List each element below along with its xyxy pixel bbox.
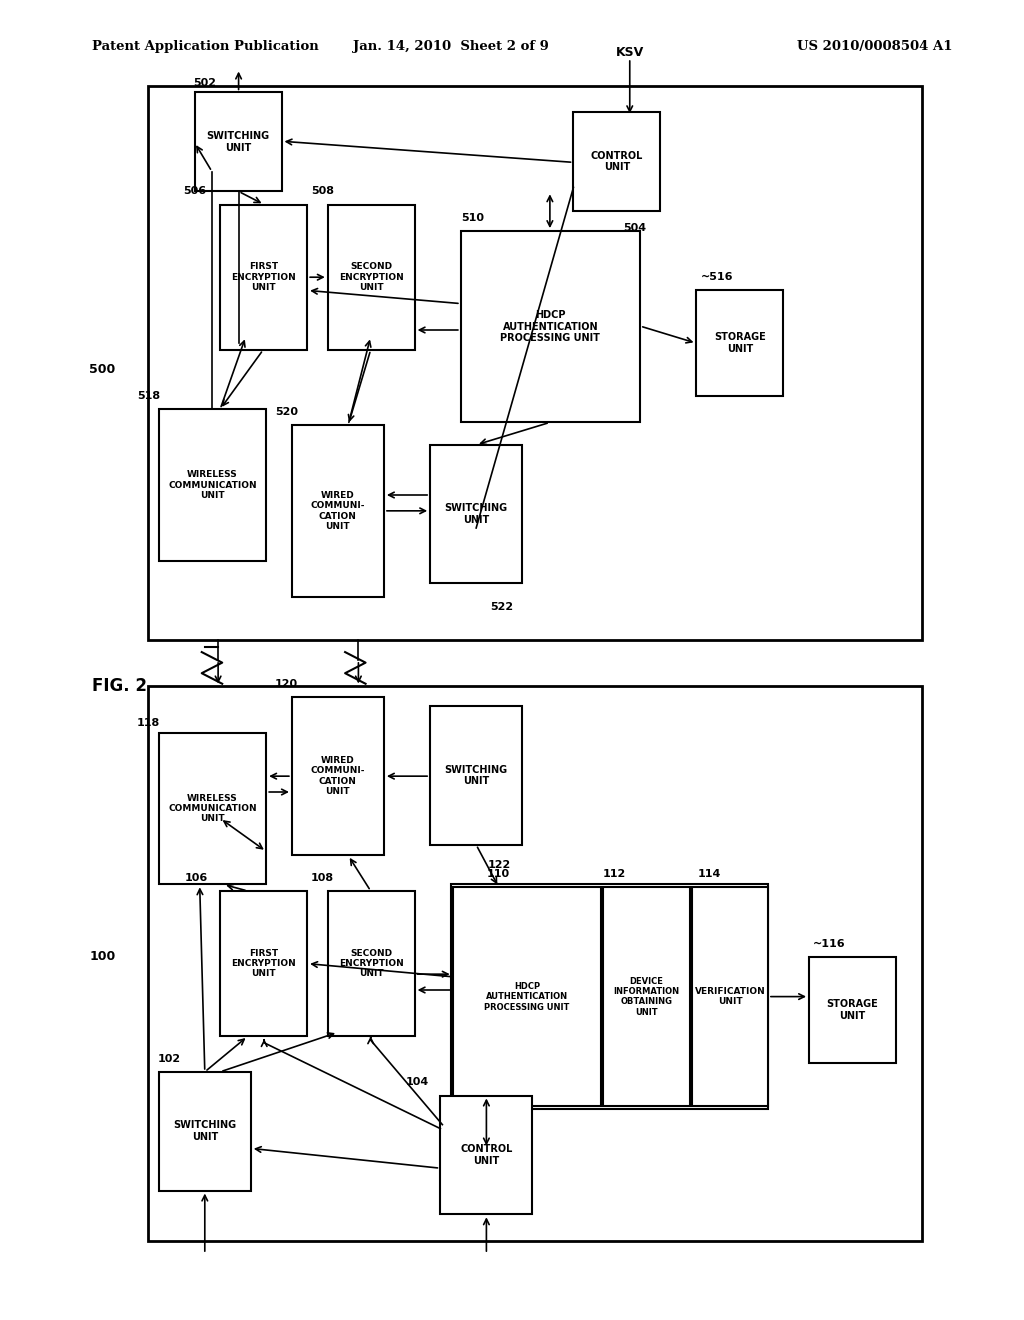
Text: 108: 108 <box>311 873 334 883</box>
Text: 110: 110 <box>487 869 510 879</box>
Text: DEVICE
INFORMATION
OBTAINING
UNIT: DEVICE INFORMATION OBTAINING UNIT <box>613 977 680 1016</box>
FancyBboxPatch shape <box>292 697 384 855</box>
Text: US 2010/0008504 A1: US 2010/0008504 A1 <box>797 40 952 53</box>
Text: HDCP
AUTHENTICATION
PROCESSING UNIT: HDCP AUTHENTICATION PROCESSING UNIT <box>484 982 569 1011</box>
Text: FIRST
ENCRYPTION
UNIT: FIRST ENCRYPTION UNIT <box>231 263 296 292</box>
FancyBboxPatch shape <box>148 686 922 1241</box>
Text: WIRELESS
COMMUNICATION
UNIT: WIRELESS COMMUNICATION UNIT <box>168 470 257 500</box>
FancyBboxPatch shape <box>220 205 307 350</box>
Text: 106: 106 <box>185 873 208 883</box>
Text: WIRED
COMMUNI-
CATION
UNIT: WIRED COMMUNI- CATION UNIT <box>310 491 366 531</box>
FancyBboxPatch shape <box>328 205 415 350</box>
Text: HDCP
AUTHENTICATION
PROCESSING UNIT: HDCP AUTHENTICATION PROCESSING UNIT <box>501 310 600 343</box>
Text: WIRED
COMMUNI-
CATION
UNIT: WIRED COMMUNI- CATION UNIT <box>310 756 366 796</box>
Text: SWITCHING
UNIT: SWITCHING UNIT <box>207 131 269 153</box>
FancyBboxPatch shape <box>292 425 384 597</box>
Text: KSV: KSV <box>615 46 644 59</box>
FancyBboxPatch shape <box>430 706 522 845</box>
Text: 500: 500 <box>89 363 116 376</box>
Text: 104: 104 <box>407 1077 429 1088</box>
Text: WIRELESS
COMMUNICATION
UNIT: WIRELESS COMMUNICATION UNIT <box>168 793 257 824</box>
FancyBboxPatch shape <box>440 1096 532 1214</box>
Text: SWITCHING
UNIT: SWITCHING UNIT <box>173 1121 237 1142</box>
FancyBboxPatch shape <box>603 887 690 1106</box>
FancyBboxPatch shape <box>809 957 896 1063</box>
Text: STORAGE
UNIT: STORAGE UNIT <box>826 999 879 1020</box>
Text: Jan. 14, 2010  Sheet 2 of 9: Jan. 14, 2010 Sheet 2 of 9 <box>352 40 549 53</box>
Text: SWITCHING
UNIT: SWITCHING UNIT <box>444 503 508 525</box>
FancyBboxPatch shape <box>461 231 640 422</box>
Text: CONTROL
UNIT: CONTROL UNIT <box>591 150 643 173</box>
Text: CONTROL
UNIT: CONTROL UNIT <box>460 1144 513 1166</box>
FancyBboxPatch shape <box>148 86 922 640</box>
FancyBboxPatch shape <box>692 887 768 1106</box>
FancyBboxPatch shape <box>220 891 307 1036</box>
Text: SWITCHING
UNIT: SWITCHING UNIT <box>444 764 508 787</box>
FancyBboxPatch shape <box>195 92 282 191</box>
Text: 102: 102 <box>158 1053 180 1064</box>
FancyBboxPatch shape <box>159 1072 251 1191</box>
FancyBboxPatch shape <box>430 445 522 583</box>
FancyBboxPatch shape <box>328 891 415 1036</box>
Text: FIRST
ENCRYPTION
UNIT: FIRST ENCRYPTION UNIT <box>231 949 296 978</box>
FancyBboxPatch shape <box>453 887 601 1106</box>
Text: 506: 506 <box>183 186 206 197</box>
Text: 510: 510 <box>461 213 483 223</box>
FancyBboxPatch shape <box>573 112 660 211</box>
Text: 520: 520 <box>275 407 298 417</box>
Text: 504: 504 <box>624 223 646 234</box>
FancyBboxPatch shape <box>159 409 266 561</box>
Text: 120: 120 <box>275 678 298 689</box>
FancyBboxPatch shape <box>451 884 768 1109</box>
Text: 502: 502 <box>194 78 216 88</box>
Text: 508: 508 <box>311 186 334 197</box>
Text: 518: 518 <box>137 391 160 401</box>
Text: ~516: ~516 <box>700 272 733 282</box>
Text: Patent Application Publication: Patent Application Publication <box>92 40 318 53</box>
Text: 118: 118 <box>137 718 160 729</box>
Text: 114: 114 <box>698 869 721 879</box>
Text: ~116: ~116 <box>813 939 846 949</box>
Text: 122: 122 <box>488 859 511 870</box>
Text: 100: 100 <box>89 950 116 964</box>
Text: VERIFICATION
UNIT: VERIFICATION UNIT <box>694 987 766 1006</box>
Text: STORAGE
UNIT: STORAGE UNIT <box>714 333 766 354</box>
Text: 112: 112 <box>603 869 626 879</box>
FancyBboxPatch shape <box>696 290 783 396</box>
Text: 522: 522 <box>490 602 513 612</box>
Text: SECOND
ENCRYPTION
UNIT: SECOND ENCRYPTION UNIT <box>339 949 403 978</box>
Text: FIG. 2: FIG. 2 <box>92 677 147 696</box>
Text: SECOND
ENCRYPTION
UNIT: SECOND ENCRYPTION UNIT <box>339 263 403 292</box>
FancyBboxPatch shape <box>159 733 266 884</box>
